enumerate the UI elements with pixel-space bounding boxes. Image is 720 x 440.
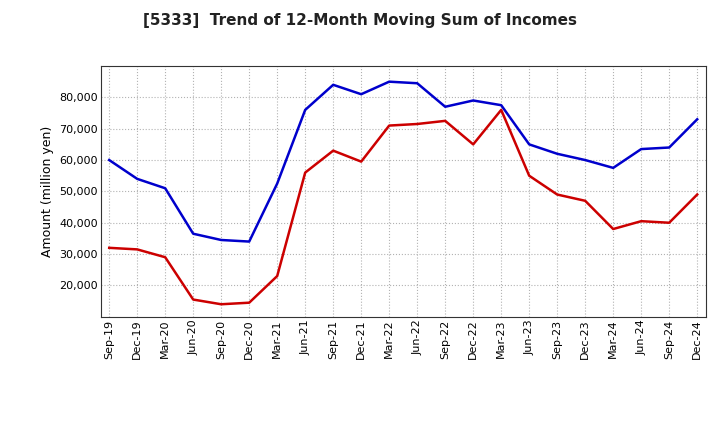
Ordinary Income (581, 158, 590, 163)
Ordinary Income (441, 104, 449, 110)
Net Income (301, 170, 310, 175)
Net Income (469, 142, 477, 147)
Ordinary Income (497, 103, 505, 108)
Net Income (525, 173, 534, 178)
Ordinary Income (637, 147, 646, 152)
Ordinary Income (525, 142, 534, 147)
Net Income (217, 302, 225, 307)
Net Income (161, 255, 169, 260)
Net Income (133, 247, 142, 252)
Net Income (553, 192, 562, 197)
Line: Net Income: Net Income (109, 110, 697, 304)
Ordinary Income (189, 231, 197, 236)
Net Income (273, 273, 282, 279)
Y-axis label: Amount (million yen): Amount (million yen) (41, 126, 54, 257)
Ordinary Income (413, 81, 421, 86)
Net Income (189, 297, 197, 302)
Ordinary Income (133, 176, 142, 181)
Ordinary Income (245, 239, 253, 244)
Net Income (609, 226, 618, 231)
Net Income (329, 148, 338, 153)
Ordinary Income (553, 151, 562, 156)
Ordinary Income (301, 107, 310, 113)
Net Income (497, 107, 505, 113)
Ordinary Income (217, 237, 225, 242)
Ordinary Income (161, 186, 169, 191)
Ordinary Income (609, 165, 618, 171)
Ordinary Income (329, 82, 338, 88)
Net Income (637, 219, 646, 224)
Ordinary Income (273, 181, 282, 186)
Net Income (441, 118, 449, 124)
Net Income (385, 123, 394, 128)
Ordinary Income (385, 79, 394, 84)
Net Income (581, 198, 590, 203)
Net Income (665, 220, 673, 225)
Net Income (105, 245, 114, 250)
Net Income (413, 121, 421, 127)
Ordinary Income (357, 92, 366, 97)
Net Income (693, 192, 701, 197)
Ordinary Income (693, 117, 701, 122)
Ordinary Income (469, 98, 477, 103)
Ordinary Income (105, 158, 114, 163)
Ordinary Income (665, 145, 673, 150)
Net Income (245, 300, 253, 305)
Line: Ordinary Income: Ordinary Income (109, 82, 697, 242)
Net Income (357, 159, 366, 164)
Text: [5333]  Trend of 12-Month Moving Sum of Incomes: [5333] Trend of 12-Month Moving Sum of I… (143, 13, 577, 28)
